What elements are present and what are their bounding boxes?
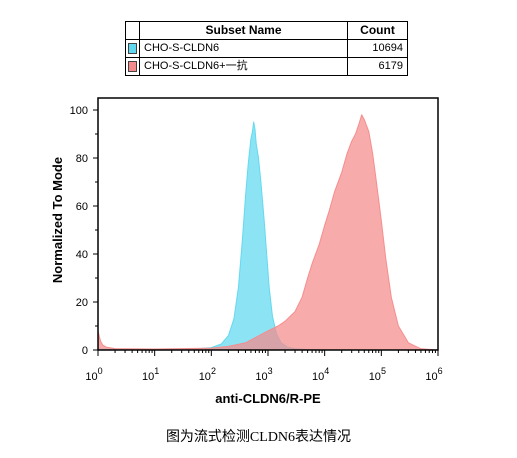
y-axis-label: Normalized To Mode [50, 157, 65, 283]
y-tick-label: 60 [76, 201, 88, 213]
legend-row: CHO-S-CLDN6+一抗 6179 [125, 57, 408, 76]
x-tick-label: 106 [425, 366, 442, 383]
histogram-series-2 [97, 114, 439, 351]
legend-row: CHO-S-CLDN6 10694 [125, 39, 408, 58]
y-tick-label: 0 [82, 345, 88, 357]
legend-swatch-red [128, 60, 137, 72]
x-tick-label: 102 [199, 366, 216, 383]
legend-row-name: CHO-S-CLDN6 [139, 39, 348, 58]
x-tick-label: 104 [312, 366, 329, 383]
legend-swatch-cell [125, 39, 140, 58]
legend-row-name: CHO-S-CLDN6+一抗 [139, 57, 348, 76]
legend-row-count: 10694 [347, 39, 408, 58]
x-tick-label: 103 [255, 366, 272, 383]
ticks-layer: 0 20 40 60 80 100 100 101 102 103 104 105 106 [70, 105, 443, 383]
legend-swatch-cyan [128, 42, 137, 54]
legend-row-count: 6179 [347, 57, 408, 76]
legend-swatch-header [125, 21, 140, 40]
series-layer [97, 114, 439, 351]
x-axis-label: anti-CLDN6/R-PE [215, 391, 321, 406]
legend-swatch-cell [125, 57, 140, 76]
figure-caption: 图为流式检测CLDN6表达情况 [165, 430, 352, 445]
legend-table: Subset Name Count CHO-S-CLDN6 10694 CHO-… [125, 21, 408, 76]
x-tick-label: 101 [142, 366, 159, 383]
x-tick-label: 100 [85, 366, 102, 383]
y-tick-label: 100 [70, 105, 88, 117]
legend-header-row: Subset Name Count [125, 21, 408, 40]
legend-header-name: Subset Name [139, 21, 348, 40]
y-tick-label: 40 [76, 249, 88, 261]
y-tick-label: 20 [76, 297, 88, 309]
y-tick-label: 80 [76, 153, 88, 165]
x-tick-label: 105 [369, 366, 386, 383]
legend-header-count: Count [347, 21, 408, 40]
